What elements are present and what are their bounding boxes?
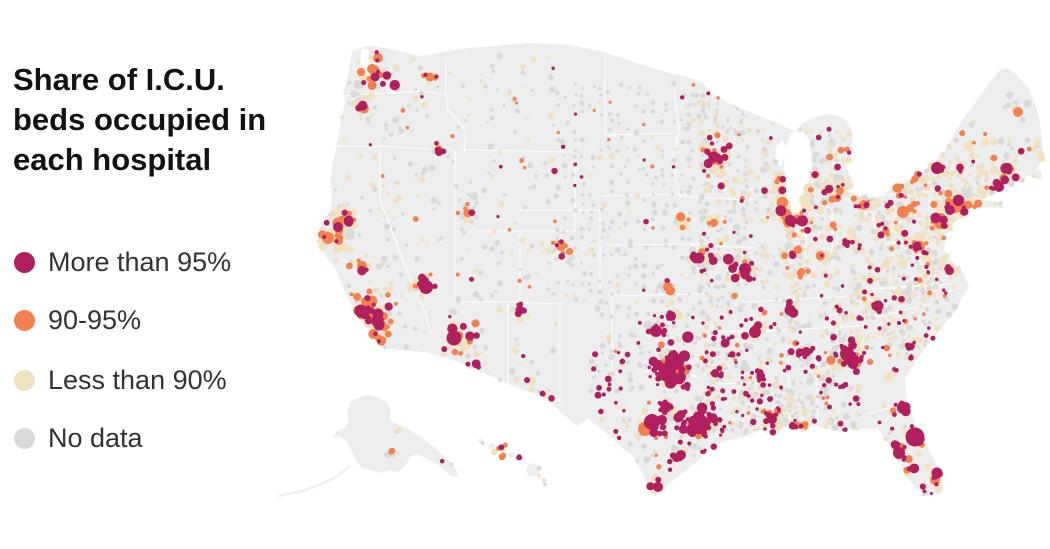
icu-occupancy-graphic: Share of I.C.U. beds occupied in each ho… — [0, 0, 1050, 549]
us-hospital-dot-map — [0, 0, 1050, 549]
